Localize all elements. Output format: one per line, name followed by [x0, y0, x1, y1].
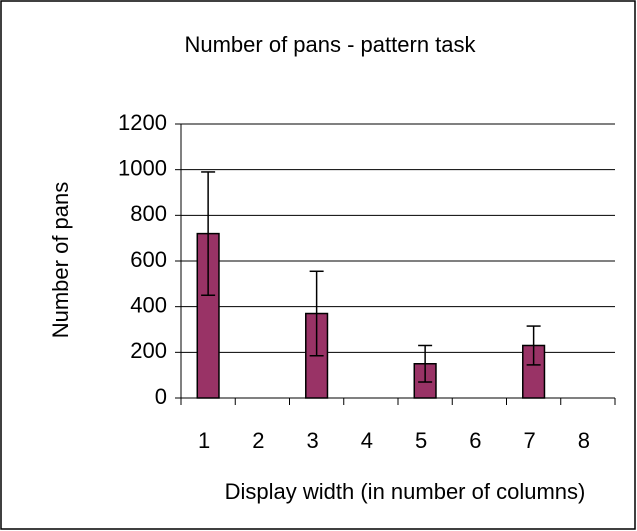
y-tick-label: 400: [130, 292, 167, 317]
chart-title: Number of pans - pattern task: [184, 32, 476, 57]
x-tick-label: 5: [415, 428, 427, 453]
y-tick-label: 1200: [118, 110, 167, 135]
x-tick-label: 1: [198, 428, 210, 453]
error-bar: [418, 344, 433, 383]
x-axis-label: Display width (in number of columns): [225, 479, 586, 504]
x-tick-label: 7: [524, 428, 536, 453]
x-tick-label: 6: [469, 428, 481, 453]
y-tick-label: 800: [130, 201, 167, 226]
y-axis-label: Number of pans: [48, 182, 73, 339]
error-bar: [309, 270, 324, 357]
y-tick-label: 600: [130, 247, 167, 272]
y-tick-label: 1000: [118, 155, 167, 180]
x-tick-label: 8: [578, 428, 590, 453]
x-tick-label: 4: [361, 428, 373, 453]
y-tick-label: 200: [130, 338, 167, 363]
x-tick-label: 3: [307, 428, 319, 453]
x-tick-label: 2: [252, 428, 264, 453]
y-tick-label: 0: [155, 384, 167, 409]
error-bar: [526, 325, 541, 366]
error-bar: [201, 171, 216, 296]
